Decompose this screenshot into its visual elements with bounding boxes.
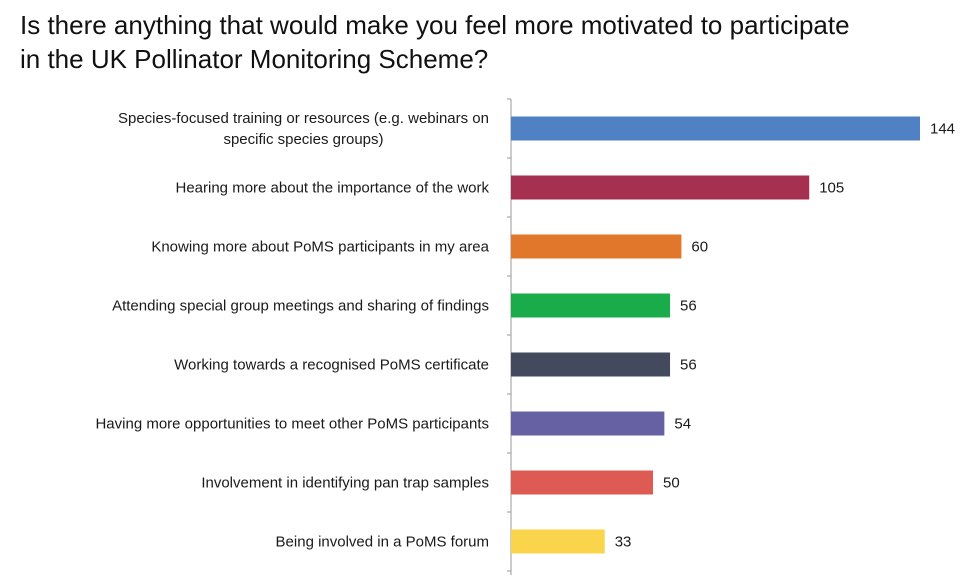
category-label-7: Involvement in identifying pan trap samp… — [201, 475, 489, 492]
bar-4 — [511, 293, 671, 318]
bar-2 — [511, 175, 810, 200]
bar-5 — [511, 352, 671, 377]
chart-title-line-1: Is there anything that would make you fe… — [20, 10, 850, 40]
category-label-6: Having more opportunities to meet other … — [95, 416, 489, 433]
data-label-5: 56 — [680, 357, 697, 374]
category-label-5: Working towards a recognised PoMS certif… — [174, 357, 489, 374]
data-label-3: 60 — [691, 239, 708, 256]
bar-3 — [511, 234, 682, 259]
data-label-4: 56 — [680, 298, 697, 315]
data-label-2: 105 — [819, 180, 844, 197]
bar-6 — [511, 411, 665, 436]
bar-1 — [511, 116, 920, 141]
bar-8 — [511, 529, 605, 554]
data-label-1: 144 — [930, 121, 955, 138]
data-label-8: 33 — [615, 534, 632, 551]
bar-7 — [511, 470, 654, 495]
data-label-7: 50 — [663, 475, 680, 492]
category-label-1-line-1: Species-focused training or resources (e… — [118, 110, 489, 127]
chart-title-line-2: in the UK Pollinator Monitoring Scheme? — [20, 44, 489, 74]
category-label-4: Attending special group meetings and sha… — [112, 298, 489, 315]
category-label-1-line-2: specific species groups) — [223, 131, 383, 148]
data-label-6: 54 — [674, 416, 691, 433]
chart-title: Is there anything that would make you fe… — [20, 8, 960, 76]
category-label-3: Knowing more about PoMS participants in … — [151, 239, 489, 256]
category-label-2: Hearing more about the importance of the… — [176, 180, 490, 197]
category-label-8: Being involved in a PoMS forum — [276, 534, 489, 551]
